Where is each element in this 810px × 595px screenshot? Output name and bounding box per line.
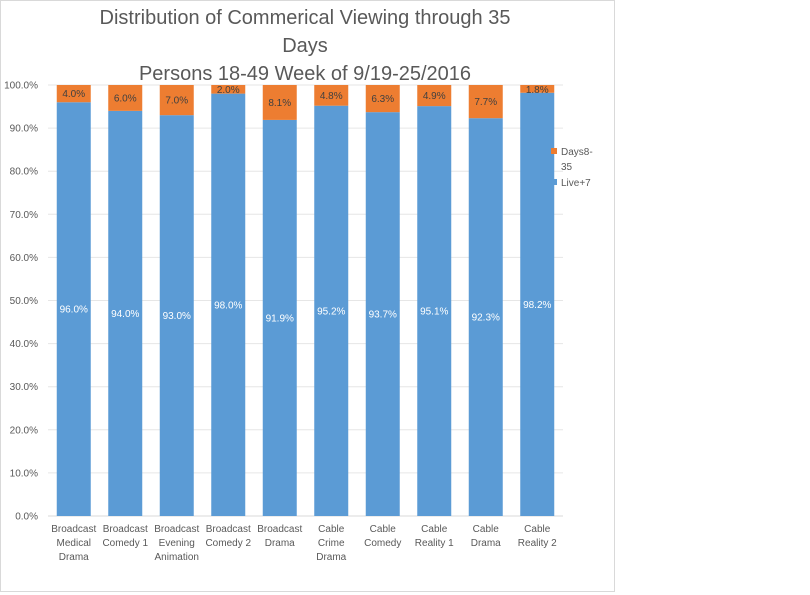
bar-live-plus-7 <box>211 93 246 517</box>
chart-title-line: Persons 18-49 Week of 9/19-25/2016 <box>139 63 471 85</box>
x-category-label: Broadcast <box>257 524 302 535</box>
data-label-live-plus-7: 96.0% <box>60 305 88 316</box>
bar-days-8-35 <box>262 85 297 120</box>
bar-days-8-35 <box>314 85 349 106</box>
x-category-label: Evening <box>159 538 195 549</box>
data-label-live-plus-7: 98.0% <box>214 300 242 311</box>
bar-live-plus-7 <box>159 115 194 517</box>
data-label-days-8-35: 6.3% <box>371 94 394 105</box>
bar-days-8-35 <box>520 85 555 93</box>
y-tick-label: 20.0% <box>10 425 38 436</box>
data-label-days-8-35: 7.0% <box>165 96 188 107</box>
y-axis-ticks: 0.0% 10.0% 20.0% 30.0% 40.0% 50.0% 60.0% 70.0% 8… <box>4 81 38 523</box>
x-category-label: Drama <box>59 552 89 563</box>
chart-frame <box>0 0 615 592</box>
data-label-live-plus-7: 93.0% <box>163 311 191 322</box>
bar-days-8-35 <box>211 85 246 94</box>
data-label-live-plus-7: 98.2% <box>523 300 551 311</box>
bar-live-plus-7 <box>365 112 400 516</box>
data-label-live-plus-7: 95.1% <box>420 307 448 318</box>
x-category-label: Comedy <box>364 538 401 549</box>
x-category-label: Animation <box>155 552 199 563</box>
x-category-label: Crime <box>318 538 345 549</box>
data-label-days-8-35: 7.7% <box>474 97 497 108</box>
x-category-label: Drama <box>471 538 501 549</box>
x-category-label: Reality 1 <box>415 538 454 549</box>
bar-days-8-35 <box>108 85 143 111</box>
legend-label: Live+7 <box>561 178 591 189</box>
bar-live-plus-7 <box>56 102 91 517</box>
y-tick-label: 90.0% <box>10 124 38 135</box>
x-category-label: Broadcast <box>103 524 148 535</box>
x-category-label: Cable <box>524 524 551 535</box>
x-category-label: Cable <box>473 524 500 535</box>
x-category-label: Comedy 2 <box>205 538 251 549</box>
bar-live-plus-7 <box>108 110 143 517</box>
data-label-days-8-35: 8.1% <box>268 98 291 109</box>
bar-days-8-35 <box>417 85 452 107</box>
data-label-live-plus-7: 94.0% <box>111 309 139 320</box>
x-category-label: Medical <box>57 538 91 549</box>
bar-days-8-35 <box>56 85 91 103</box>
bar-live-plus-7 <box>417 106 452 516</box>
y-tick-label: 30.0% <box>10 382 38 393</box>
legend-label: Days8- <box>561 147 593 158</box>
legend: Days8- 35 Live+7 <box>551 147 593 189</box>
y-tick-label: 80.0% <box>10 167 38 178</box>
bars <box>56 85 555 517</box>
data-label-live-plus-7: 93.7% <box>369 310 397 321</box>
legend-label: 35 <box>561 162 573 173</box>
data-label-days-8-35: 1.8% <box>526 85 549 96</box>
y-tick-label: 0.0% <box>15 512 38 523</box>
x-category-label: Broadcast <box>51 524 96 535</box>
x-category-label: Cable <box>370 524 397 535</box>
data-label-days-8-35: 6.0% <box>114 93 137 104</box>
bar-days-8-35 <box>365 85 400 113</box>
y-tick-label: 50.0% <box>10 296 38 307</box>
y-tick-label: 10.0% <box>10 468 38 479</box>
bar-live-plus-7 <box>468 118 503 516</box>
y-tick-label: 70.0% <box>10 210 38 221</box>
y-tick-label: 60.0% <box>10 253 38 264</box>
legend-marker <box>551 179 557 185</box>
y-tick-label: 40.0% <box>10 339 38 350</box>
bar-live-plus-7 <box>314 105 349 517</box>
data-label-days-8-35: 4.0% <box>62 89 85 100</box>
x-category-label: Broadcast <box>154 524 199 535</box>
bar-days-8-35 <box>468 85 503 119</box>
data-label-live-plus-7: 91.9% <box>266 313 294 324</box>
chart-title-line: Days <box>282 35 328 57</box>
x-category-label: Broadcast <box>206 524 251 535</box>
x-category-label: Reality 2 <box>518 538 557 549</box>
legend-marker <box>551 148 557 154</box>
x-category-label: Drama <box>316 552 346 563</box>
bar-live-plus-7 <box>262 119 297 516</box>
chart-title-line: Distribution of Commerical Viewing throu… <box>100 7 511 29</box>
data-label-live-plus-7: 95.2% <box>317 306 345 317</box>
x-category-label: Comedy 1 <box>102 538 148 549</box>
y-tick-label: 100.0% <box>4 81 38 92</box>
data-labels: 96.0% 4.0% 94.0% 6.0% 93.0% 7.0% 98.0% 2.0% 91.9… <box>60 85 552 324</box>
data-label-days-8-35: 4.9% <box>423 91 446 102</box>
x-axis-categories: Broadcast Medical Drama Broadcast Comedy 1 Br… <box>51 524 557 563</box>
chart-title: Distribution of Commerical Viewing throu… <box>100 7 511 85</box>
x-category-label: Cable <box>318 524 345 535</box>
bar-days-8-35 <box>159 85 194 116</box>
bar-live-plus-7 <box>520 92 555 517</box>
data-label-days-8-35: 4.8% <box>320 91 343 102</box>
x-category-label: Drama <box>265 538 295 549</box>
data-label-live-plus-7: 92.3% <box>472 313 500 324</box>
x-category-label: Cable <box>421 524 448 535</box>
data-label-days-8-35: 2.0% <box>217 85 240 96</box>
